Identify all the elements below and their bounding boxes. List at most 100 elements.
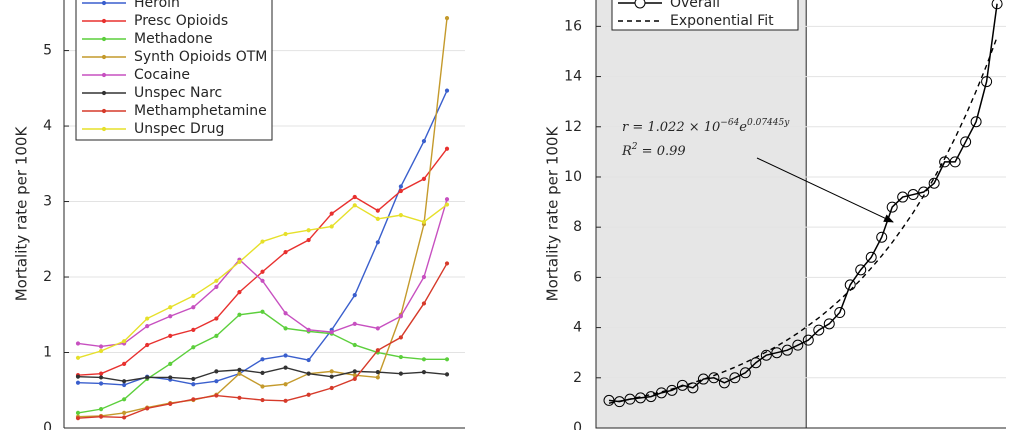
data-point [260, 269, 265, 274]
data-point [191, 397, 196, 402]
data-point [260, 309, 265, 314]
legend-label: Methadone [134, 31, 213, 47]
data-point [98, 344, 104, 349]
data-point [260, 239, 265, 244]
data-point [214, 393, 219, 398]
data-point [352, 373, 357, 378]
data-point [191, 376, 196, 382]
legend-label: Unspec Drug [134, 121, 224, 137]
data-point [306, 327, 311, 332]
data-point [613, 396, 625, 408]
data-point [145, 342, 150, 348]
data-point [398, 213, 403, 218]
data-point [398, 184, 403, 189]
annotation: R2 = 0.99 [621, 142, 686, 159]
data-point [697, 373, 709, 385]
data-point [191, 293, 196, 299]
data-point [168, 361, 173, 366]
data-point [237, 312, 242, 317]
annotation-part: 2 [631, 142, 638, 152]
data-point [603, 394, 615, 406]
data-point [970, 116, 982, 128]
data-point [375, 240, 380, 245]
data-point [214, 316, 219, 321]
legend-marker [101, 108, 107, 114]
data-point [421, 176, 427, 181]
data-point [949, 156, 961, 168]
annotation: r = 1.022 × 10−64e0.07445y [622, 118, 790, 135]
data-point [214, 369, 219, 374]
data-point [421, 274, 427, 280]
data-point [375, 348, 380, 353]
data-point [886, 201, 898, 213]
y-tick-label: 16 [564, 18, 582, 34]
data-point [237, 259, 242, 265]
data-point [283, 365, 288, 370]
data-point [865, 251, 877, 263]
data-point [421, 357, 427, 362]
legend-marker [101, 36, 107, 42]
data-point [834, 307, 846, 319]
legend-marker [101, 72, 107, 78]
legend-label: Cocaine [134, 67, 190, 83]
data-point [191, 305, 196, 310]
data-point [781, 344, 793, 356]
data-point [645, 391, 657, 403]
data-point [907, 189, 919, 201]
data-point [98, 371, 104, 376]
data-point [398, 354, 403, 360]
legend-label: Synth Opioids OTM [134, 49, 267, 65]
data-point [352, 203, 357, 208]
y-tick-label: 4 [43, 118, 52, 134]
data-point [214, 379, 219, 384]
legend-label: Unspec Narc [134, 85, 222, 101]
data-point [283, 231, 288, 237]
y-tick-label: 2 [573, 370, 582, 386]
data-point [283, 250, 288, 255]
data-point [352, 293, 357, 298]
data-point [329, 369, 334, 374]
data-point [214, 333, 219, 339]
data-point [760, 349, 772, 361]
data-point [214, 284, 219, 289]
data-point [168, 401, 173, 406]
data-point [329, 385, 334, 391]
data-point [444, 88, 450, 93]
data-point [122, 361, 127, 366]
data-point [792, 339, 804, 351]
data-point [283, 353, 288, 358]
y-tick-label: 5 [43, 43, 52, 59]
legend-label: Overall [670, 0, 720, 11]
data-point [375, 375, 380, 380]
data-point [666, 384, 678, 396]
data-point [145, 375, 150, 380]
data-point [168, 314, 173, 319]
legend-label: Exponential Fit [670, 13, 774, 29]
data-point [98, 407, 104, 412]
data-point [444, 202, 450, 207]
data-point [329, 224, 334, 229]
y-tick-label: 8 [573, 219, 582, 235]
data-point [306, 228, 311, 233]
data-point [444, 146, 450, 151]
data-point [991, 0, 1003, 10]
legend-marker [101, 126, 107, 132]
data-point [375, 370, 380, 375]
data-point [444, 372, 450, 377]
data-point [191, 382, 196, 387]
y-tick-label: 12 [564, 119, 582, 135]
data-point [98, 414, 104, 419]
data-point [283, 382, 288, 387]
y-tick-label: 0 [43, 420, 52, 430]
data-point [260, 357, 265, 362]
data-point [306, 237, 311, 243]
data-point [98, 375, 104, 380]
data-point [237, 367, 242, 372]
data-point [122, 415, 127, 420]
data-point [352, 342, 357, 348]
shaded-region [595, 0, 807, 429]
data-point [375, 216, 380, 222]
data-point [75, 374, 81, 379]
data-point [260, 278, 265, 283]
